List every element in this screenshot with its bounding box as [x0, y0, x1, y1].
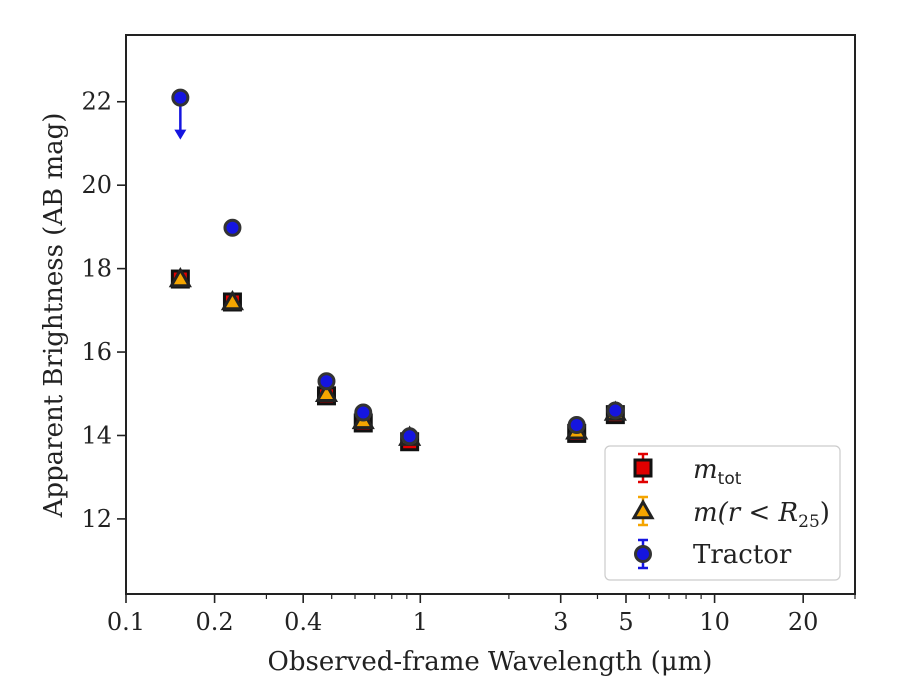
y-tick-label: 12: [81, 505, 112, 533]
legend-markers: [631, 452, 655, 570]
legend-label-m-r25-main: m(r < R: [693, 498, 798, 528]
legend-label-m-r25-sub: 25: [798, 512, 820, 532]
legend-label-m-tot: mtot: [693, 455, 742, 489]
data-point-triangle: [168, 267, 192, 288]
legend-label-tractor: Tractor: [693, 540, 792, 570]
y-tick-label: 22: [81, 88, 112, 116]
data-point-circle: [317, 372, 336, 391]
upper-limit-arrow-head: [174, 129, 187, 140]
data-point-circle: [567, 416, 586, 435]
x-axis-ticks: 0.1 0.2 0.4 1 3 5 10 20: [107, 594, 819, 636]
data-point-circle: [400, 427, 419, 446]
legend: mtot m(r < R25) Tractor: [604, 445, 841, 581]
legend-label-m-r25-end: ): [820, 498, 830, 528]
x-tick-label: 1: [413, 608, 428, 636]
y-axis-label: Apparent Brightness (AB mag): [39, 113, 69, 519]
data-point-circle: [223, 218, 242, 237]
legend-label-m-r25: m(r < R25): [693, 498, 830, 532]
legend-marker-triangle: [631, 498, 655, 520]
x-tick-label: 0.4: [284, 608, 322, 636]
data-marks: [168, 88, 830, 540]
y-tick-label: 18: [81, 255, 112, 283]
x-tick-label: 5: [618, 608, 633, 636]
data-point-circle: [354, 403, 373, 422]
legend-label-m-tot-sub: tot: [718, 469, 742, 489]
y-tick-label: 20: [81, 171, 112, 199]
y-tick-label: 14: [81, 421, 112, 449]
x-tick-label: 3: [553, 608, 568, 636]
data-point-triangle: [314, 381, 339, 403]
y-tick-label: 16: [81, 338, 112, 366]
x-tick-label: 0.1: [107, 608, 145, 636]
data-point-circle: [171, 88, 190, 107]
data-point-circle: [606, 401, 625, 420]
y-axis-ticks: 12 14 16 18 20 22: [81, 88, 126, 533]
legend-label-m-tot-main: m: [693, 455, 718, 485]
legend-box: [604, 445, 841, 581]
plot-area-frame: [125, 34, 856, 595]
x-tick-label: 10: [699, 608, 730, 636]
x-tick-label: 20: [788, 608, 819, 636]
x-axis-label: Observed-frame Wavelength (μm): [268, 647, 713, 677]
legend-marker-circle: [634, 545, 652, 563]
x-tick-label: 0.2: [196, 608, 234, 636]
legend-marker-square: [633, 458, 653, 478]
data-point-triangle: [220, 289, 245, 311]
